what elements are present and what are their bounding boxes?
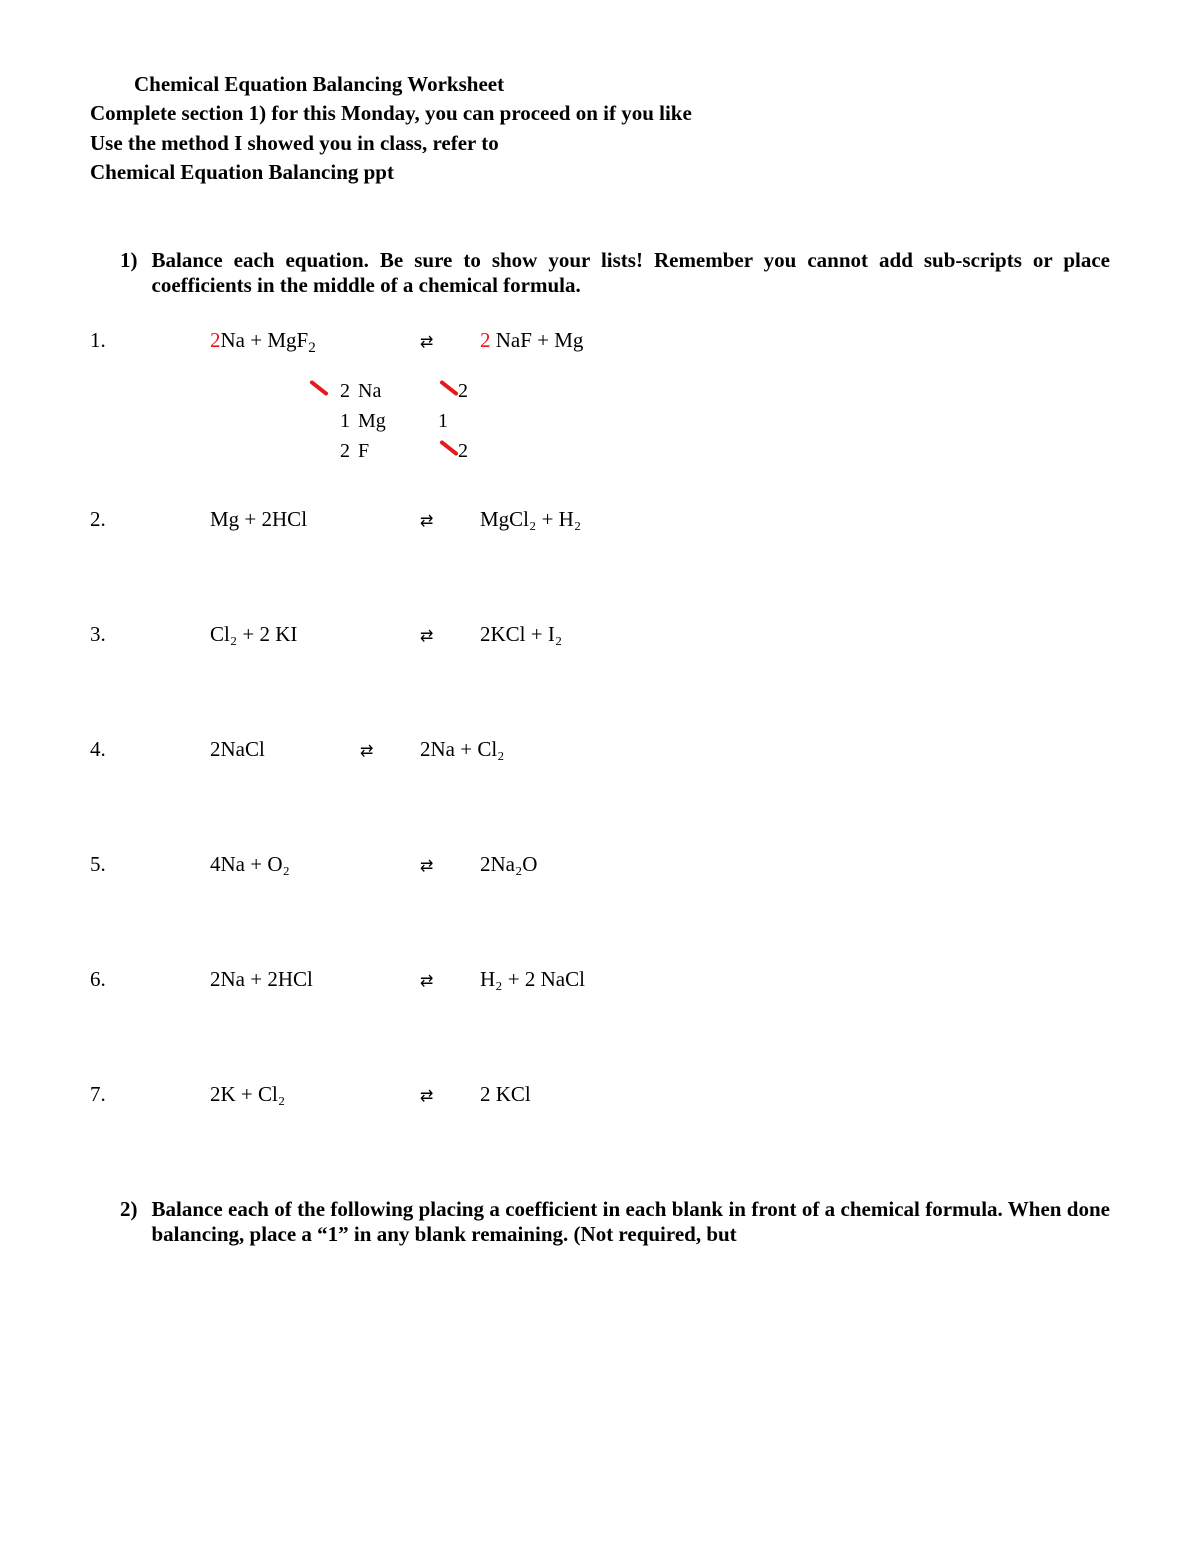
section-2-number: 2) [90,1197,142,1247]
problem-number: 2. [90,507,210,532]
tally-row: 1 Mg 1 [210,407,558,437]
yields-arrow: ⇆ [420,328,480,353]
tally-element: Na [358,380,428,403]
problem-number: 1. [90,328,210,353]
strike-mark [439,440,459,457]
tally-row: 2 Na 2 [210,377,558,407]
section-1-text: Balance each equation. Be sure to show y… [152,248,1111,298]
equation-right: 2Na₂O [480,852,1110,877]
equation-left: 2K + Cl₂ [210,1082,420,1107]
equation-right-text: NaF + Mg [491,328,584,352]
equation-left: 4Na + O₂ [210,852,420,877]
problem-row: 5.4Na + O₂⇆ 2Na₂O [90,852,1110,877]
yields-arrow: ⇆ [360,737,420,762]
header-line-3: Chemical Equation Balancing ppt [90,158,1110,187]
equation-left: Mg + 2HCl [210,507,420,532]
problem-row: 6.2Na + 2HCl⇆ H₂ + 2 NaCl [90,967,1110,992]
tally-right-count: 1 [428,410,558,433]
arrow-icon: ⇆ [420,971,433,991]
header-line-1: Complete section 1) for this Monday, you… [90,99,1110,128]
element-tally: 2 Na 2 1 Mg 1 2 F [210,377,1110,467]
arrow-icon: ⇆ [420,511,433,531]
equation-left: 2Na + MgF2 [210,328,420,357]
equation-left: 2Na + 2HCl [210,967,420,992]
problem-number: 6. [90,967,210,992]
problem-number: 3. [90,622,210,647]
yields-arrow: ⇆ [420,852,480,877]
section-2-text: Balance each of the following placing a … [152,1197,1111,1247]
coefficient-red: 2 [210,328,221,352]
tally-left-count: 1 [210,410,358,433]
arrow-icon: ⇆ [420,626,433,646]
section-1-heading: 1) Balance each equation. Be sure to sho… [90,248,1110,298]
equation-right: 2 NaF + Mg [480,328,1110,353]
worksheet-page: Chemical Equation Balancing Worksheet Co… [0,0,1200,1337]
problem-row: 1. 2Na + MgF2 ⇆ 2 NaF + Mg [90,328,1110,357]
problem-list: 1. 2Na + MgF2 ⇆ 2 NaF + Mg 2 Na [90,328,1110,1107]
tally-element: F [358,440,428,463]
equation-right: 2 KCl [480,1082,1110,1107]
section-2-heading: 2) Balance each of the following placing… [90,1197,1110,1247]
problem-number: 4. [90,737,210,762]
problem-number: 7. [90,1082,210,1107]
equation-right: 2KCl + I₂ [480,622,1110,647]
yields-arrow: ⇆ [420,622,480,647]
section-1-number: 1) [90,248,142,298]
problem-row: 4.2NaCl⇆ 2Na + Cl₂ [90,737,1110,762]
tally-right-count: 2 [428,440,558,463]
tally-left-count: 2 [210,380,358,403]
yields-arrow: ⇆ [420,1082,480,1107]
problem-row: 3.Cl₂ + 2 KI⇆ 2KCl + I₂ [90,622,1110,647]
arrow-icon: ⇆ [420,332,433,352]
problem-number: 5. [90,852,210,877]
equation-left-text: Na + MgF [221,328,309,352]
equation-left: Cl₂ + 2 KI [210,622,420,647]
worksheet-title: Chemical Equation Balancing Worksheet [90,70,1110,99]
yields-arrow: ⇆ [420,967,480,992]
arrow-icon: ⇆ [420,856,433,876]
equation-right: 2Na + Cl₂ [420,737,1110,762]
header-line-2: Use the method I showed you in class, re… [90,129,1110,158]
arrow-icon: ⇆ [360,741,373,761]
problem-row: 2.Mg + 2HCl⇆ MgCl₂ + H₂ [90,507,1110,532]
equation-left: 2NaCl [210,737,360,762]
equation-right: MgCl₂ + H₂ [480,507,1110,532]
strike-mark [439,380,459,397]
subscript: 2 [308,340,316,356]
tally-left-count: 2 [210,440,358,463]
arrow-icon: ⇆ [420,1086,433,1106]
equation-right: H₂ + 2 NaCl [480,967,1110,992]
header-block: Chemical Equation Balancing Worksheet Co… [90,70,1110,188]
tally-row: 2 F 2 [210,437,558,467]
tally-right-count: 2 [428,380,558,403]
yields-arrow: ⇆ [420,507,480,532]
coefficient-red: 2 [480,328,491,352]
problem-row: 7.2K + Cl₂⇆ 2 KCl [90,1082,1110,1107]
tally-element: Mg [358,410,428,433]
strike-mark [309,380,329,397]
